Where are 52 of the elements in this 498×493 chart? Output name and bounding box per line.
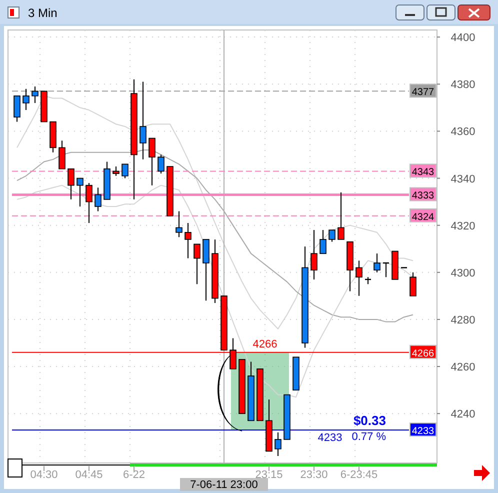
candlestick <box>112 166 120 176</box>
y-tick-label: 4360 <box>450 126 476 138</box>
x-tick-label: 6-23:45 <box>340 469 378 481</box>
candlestick <box>310 230 318 280</box>
y-tick-label: 4280 <box>450 314 476 326</box>
candlestick <box>86 182 92 224</box>
chart-title: 3 Min <box>28 6 58 20</box>
candlestick <box>320 230 326 254</box>
annotation: 4266 <box>252 338 278 350</box>
y-tick-label: 4380 <box>450 79 476 92</box>
candlestick <box>94 187 102 212</box>
candlestick <box>148 138 156 186</box>
y-tick-label: 4320 <box>450 220 476 232</box>
candlestick <box>76 178 84 207</box>
candlestick <box>158 154 164 174</box>
candlestick <box>68 168 74 200</box>
candlestick <box>328 230 336 242</box>
candlestick <box>410 272 416 296</box>
candlestick <box>194 244 200 285</box>
candlestick <box>176 210 182 238</box>
candlestick <box>22 88 30 111</box>
y-tick-label: 4400 <box>450 32 476 44</box>
candlestick <box>58 140 66 170</box>
ref-line-label: 4233 <box>412 426 435 438</box>
ref-line-label: 4324 <box>412 212 435 223</box>
x-tick-label: 04:45 <box>75 469 103 481</box>
annotation: $0.33 <box>353 413 386 428</box>
x-tick-label: 23:30 <box>300 469 328 481</box>
x-tick-label: 7-06-11 23:00 <box>190 479 258 491</box>
x-tick-label: 23:15 <box>255 469 283 481</box>
x-tick-label: 04:30 <box>30 469 58 481</box>
candlestick <box>338 192 344 240</box>
candlestick <box>184 222 192 259</box>
y-tick-label: 4240 <box>450 408 476 421</box>
annotation: 4233 <box>318 432 342 444</box>
ref-line-label: 4266 <box>412 348 435 360</box>
ref-line-label: 4343 <box>412 167 435 178</box>
y-tick-label: 4300 <box>450 267 476 280</box>
y-tick-label: 4260 <box>450 362 476 374</box>
candlestick <box>140 81 146 160</box>
candlestick <box>122 164 128 179</box>
candlestick <box>14 95 20 122</box>
candlestick <box>374 253 380 273</box>
ref-line-label: 4377 <box>412 87 435 98</box>
x-tick-label: 6-22 <box>122 469 146 481</box>
annotation: 0.77 % <box>352 431 386 444</box>
candlestick <box>274 432 282 456</box>
y-tick-label: 4340 <box>450 173 476 186</box>
candlestick <box>202 238 210 302</box>
candlestick <box>356 260 362 296</box>
candlestick <box>32 86 38 104</box>
ref-line-label: 4333 <box>412 190 435 202</box>
